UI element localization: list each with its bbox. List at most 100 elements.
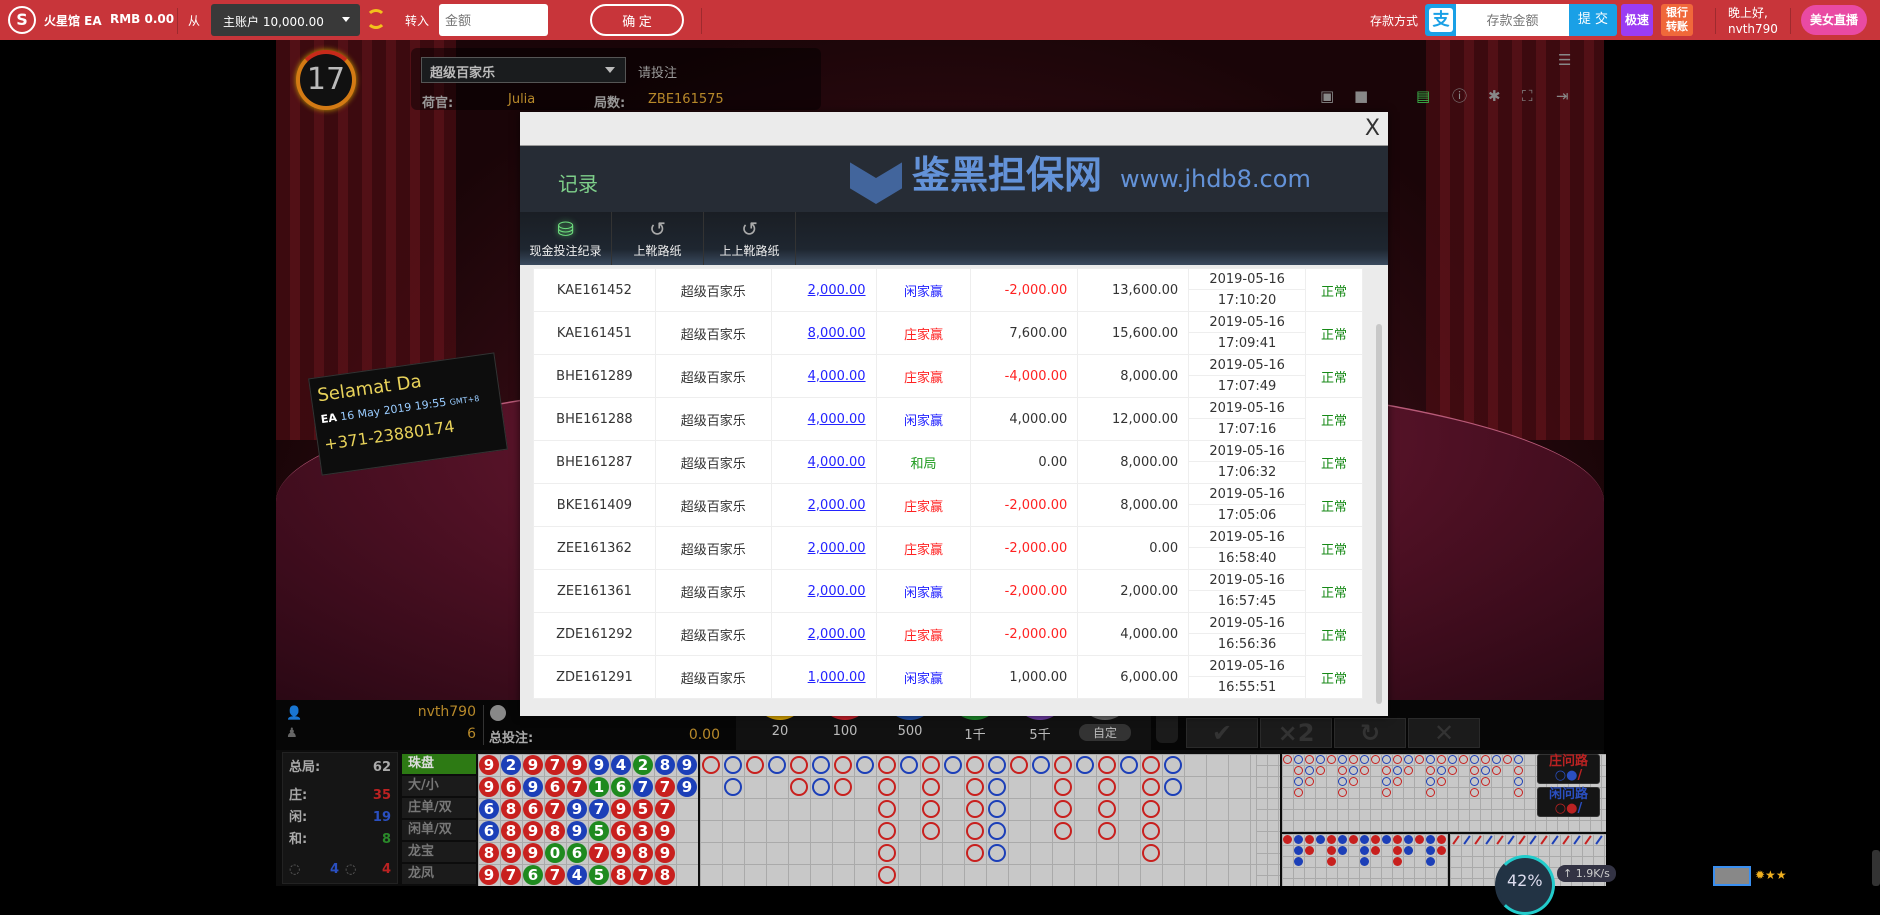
deposit-amount-input[interactable] (1456, 4, 1569, 36)
win-loss: -2,000.00 (1004, 497, 1068, 513)
road-ring (1470, 777, 1479, 786)
bead-banker: 9 (611, 799, 631, 819)
bank-transfer-button[interactable]: 银行转账 (1661, 4, 1693, 36)
balance: 2,000.00 (1120, 583, 1179, 599)
bet-amount[interactable]: 1,000.00 (807, 669, 866, 685)
bead-banker: 7 (589, 843, 609, 863)
banker-ring (1054, 756, 1072, 774)
account-select[interactable]: 主账户 10,000.00 (211, 4, 360, 36)
alipay-icon[interactable]: 支 (1429, 8, 1453, 32)
avatar[interactable] (1713, 866, 1751, 886)
bet-amount[interactable]: 4,000.00 (807, 411, 866, 427)
player-ring (988, 844, 1006, 862)
video-camera-icon[interactable]: ■ (1354, 87, 1369, 105)
road-tab-2[interactable]: 庄单/双 (402, 798, 476, 818)
player-ring (812, 756, 830, 774)
double-button[interactable]: ×2 (1260, 718, 1332, 748)
file-icon[interactable]: ▤ (1416, 87, 1431, 105)
alipay-deposit: 支 提 交 (1425, 4, 1617, 36)
balance-cell: 4,000.00 (1077, 612, 1190, 656)
bet-amount[interactable]: 4,000.00 (807, 368, 866, 384)
tab-2[interactable]: ↺ 上上靴路纸 (704, 212, 796, 265)
banker-ring (1142, 756, 1160, 774)
bet-amount[interactable]: 2,000.00 (807, 583, 866, 599)
road-dot (1305, 835, 1314, 844)
settings-icon[interactable]: ✱ (1488, 87, 1501, 105)
tab-1[interactable]: ↺ 上靴路纸 (612, 212, 704, 265)
status-cell: 正常 (1305, 397, 1363, 441)
road-tab-5[interactable]: 龙凤 (402, 864, 476, 884)
cancel-button[interactable]: ✕ (1408, 718, 1480, 748)
screenshot-icon[interactable]: ▣ (1320, 87, 1335, 105)
confirm-button[interactable]: ✔ (1186, 718, 1258, 748)
road-ring (1349, 777, 1358, 786)
total-bet-label: 总投注: (489, 731, 534, 746)
fullscreen-icon[interactable]: ⛶ (1522, 87, 1533, 105)
game-name: 超级百家乐 (680, 327, 746, 343)
round-id: ZDE161292 (556, 626, 633, 642)
bet-amount[interactable]: 2,000.00 (807, 540, 866, 556)
road-slash (1507, 835, 1515, 845)
rebet-button[interactable]: ↻ (1334, 718, 1406, 748)
date: 2019-05-16 (1189, 398, 1306, 419)
road-tab-0[interactable]: 珠盘 (402, 754, 476, 774)
road-ring (1514, 788, 1523, 797)
refresh-icon[interactable] (366, 9, 386, 29)
datetime-cell: 2019-05-16 16:58:40 (1188, 526, 1307, 570)
fast-deposit-button[interactable]: 极速 (1621, 4, 1653, 36)
info-icon[interactable]: ⓘ (1452, 87, 1468, 105)
banker-ask-button[interactable]: 庄问路 ○●/ (1537, 754, 1600, 784)
bet-amount[interactable]: 4,000.00 (807, 454, 866, 470)
bet-amount-cell: 4,000.00 (770, 440, 877, 484)
result-cell: 闲家赢 (875, 397, 972, 441)
bead-banker: 7 (655, 777, 675, 797)
game-name-cell: 超级百家乐 (654, 483, 772, 527)
status: 正常 (1321, 284, 1348, 300)
round-number: ZBE161575 (648, 92, 724, 107)
status: 正常 (1321, 499, 1348, 515)
exit-icon[interactable]: ⇥ (1556, 87, 1569, 105)
bet-amount[interactable]: 8,000.00 (807, 325, 866, 341)
bead-banker: 9 (523, 821, 543, 841)
time: 17:10:20 (1217, 293, 1277, 308)
username: nvth790 (1728, 22, 1778, 36)
tab-0[interactable]: ⛁ 现金投注纪录 (520, 212, 612, 265)
road-tab-4[interactable]: 龙宝 (402, 842, 476, 862)
close-icon[interactable]: X (1364, 116, 1380, 141)
road-tab-1[interactable]: 大/小 (402, 776, 476, 796)
bet-amount[interactable]: 2,000.00 (807, 282, 866, 298)
confirm-transfer-button[interactable]: 确 定 (590, 4, 684, 36)
side-handle[interactable] (1872, 850, 1880, 886)
road-slash (1584, 835, 1592, 845)
banker-pair-icon: ◌ (289, 862, 301, 877)
balance-cell: 6,000.00 (1077, 655, 1190, 699)
road-tab-3[interactable]: 闲单/双 (402, 820, 476, 840)
submit-deposit-button[interactable]: 提 交 (1577, 12, 1609, 27)
scrollbar[interactable] (1376, 324, 1382, 704)
balance-cell: 15,600.00 (1077, 311, 1190, 355)
balance: 8,000.00 (1120, 454, 1179, 470)
bet-amount[interactable]: 2,000.00 (807, 497, 866, 513)
live-stream-button[interactable]: 美女直播 (1801, 5, 1867, 35)
status: 正常 (1321, 628, 1348, 644)
network-speed-value: 1.9K/s (1575, 867, 1610, 880)
balance-cell: 12,000.00 (1077, 397, 1190, 441)
amount-input[interactable] (439, 4, 548, 36)
road-dot (1338, 835, 1347, 844)
banker-ring (834, 778, 852, 796)
bead-player: 9 (567, 799, 587, 819)
bead-banker: 7 (545, 755, 565, 775)
banker-pair-count: 4 (329, 862, 339, 877)
round-id: BHE161287 (556, 454, 633, 470)
bet-amount[interactable]: 2,000.00 (807, 626, 866, 642)
game-name-cell: 超级百家乐 (654, 354, 772, 398)
game-select[interactable]: 超级百家乐 (421, 57, 626, 83)
player-pair-icon: ◌ (345, 862, 357, 877)
bead-banker: 6 (523, 799, 543, 819)
menu-icon[interactable]: ☰ (1558, 51, 1572, 69)
bet-amount-cell: 4,000.00 (770, 354, 877, 398)
win-loss-cell: -2,000.00 (970, 612, 1079, 656)
result-cell: 庄家赢 (875, 354, 972, 398)
player-ask-button[interactable]: 闲问路 ○●/ (1537, 787, 1600, 817)
